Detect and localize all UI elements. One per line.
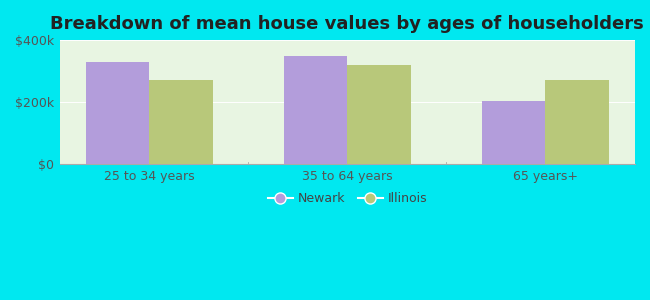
Legend: Newark, Illinois: Newark, Illinois [263,187,432,210]
Bar [482,100,545,164]
Title: Breakdown of mean house values by ages of householders: Breakdown of mean house values by ages o… [51,15,644,33]
Bar [150,80,213,164]
Bar [545,80,609,164]
Bar [284,56,347,164]
Bar [347,65,411,164]
Bar [86,62,150,164]
